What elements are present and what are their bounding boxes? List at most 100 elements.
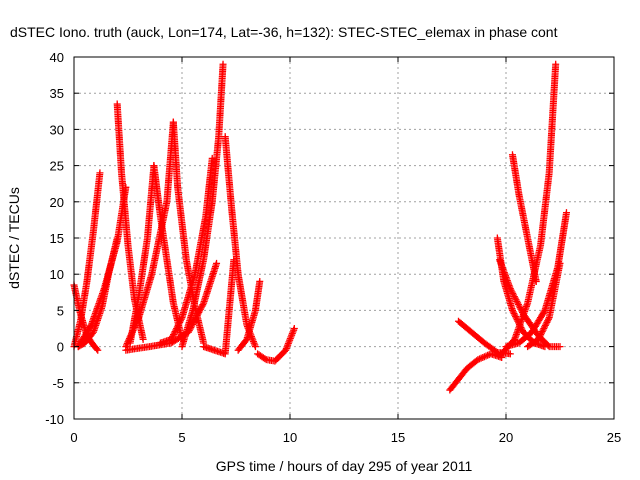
axis-ticks: 0 5 10 15 20 25 -10 -5 0 5 10 15 20 25 30 35 40	[45, 50, 621, 445]
chart-title: dSTEC Iono. truth (auck, Lon=174, Lat=-3…	[10, 24, 558, 40]
y-tick-label: -5	[52, 376, 64, 391]
data-point-marker	[541, 323, 549, 331]
data-point-marker	[479, 353, 487, 361]
data-point-marker	[176, 318, 184, 326]
data-point-marker	[230, 256, 238, 264]
data-point-marker	[492, 347, 500, 355]
data-point-marker	[510, 310, 518, 318]
y-tick-label: 20	[50, 195, 64, 210]
data-point-marker	[508, 306, 516, 314]
data-point-marker	[509, 289, 517, 297]
y-tick-label: 10	[50, 267, 64, 282]
y-tick-label: 25	[50, 159, 64, 174]
data-point-marker	[284, 340, 292, 348]
data-point-marker	[511, 294, 519, 302]
data-point-marker	[176, 317, 184, 325]
data-point-marker	[506, 285, 514, 293]
data-point-marker	[506, 350, 514, 358]
data-point-marker	[172, 326, 180, 334]
data-point-marker	[543, 318, 551, 326]
data-point-marker	[123, 339, 131, 347]
data-point-marker	[515, 302, 523, 310]
data-point-marker	[284, 341, 292, 349]
data-point-marker	[536, 332, 544, 340]
data-point-marker	[130, 323, 138, 331]
data-point-marker	[288, 330, 296, 338]
data-point-marker	[518, 307, 526, 315]
data-point-marker	[213, 259, 221, 267]
data-point-marker	[139, 335, 147, 343]
y-tick-label: 40	[50, 50, 64, 65]
data-point-marker	[511, 311, 519, 319]
data-point-marker	[93, 345, 101, 353]
data-point-marker	[184, 328, 192, 336]
data-point-marker	[510, 293, 518, 301]
data-point-marker	[170, 331, 178, 339]
data-point-marker	[474, 356, 482, 364]
x-tick-label: 15	[391, 430, 405, 445]
data-point-marker	[289, 328, 297, 336]
data-point-marker	[537, 329, 545, 337]
data-point-marker	[249, 338, 257, 346]
data-point-marker	[197, 304, 205, 312]
data-point-marker	[509, 308, 517, 316]
data-point-marker	[133, 318, 141, 326]
data-point-marker	[286, 336, 294, 344]
data-point-marker	[514, 301, 522, 309]
data-point-marker	[177, 315, 185, 323]
data-point-marker	[290, 326, 298, 334]
data-point-marker	[130, 325, 138, 333]
data-point-marker	[540, 308, 548, 316]
data-point-marker	[508, 288, 516, 296]
data-point-marker	[544, 315, 552, 323]
data-point-marker	[129, 327, 137, 335]
data-point-marker	[243, 321, 251, 329]
data-point-marker	[196, 305, 204, 313]
data-point-marker	[88, 329, 96, 337]
data-point-marker	[128, 330, 136, 338]
data-point-marker	[242, 337, 250, 345]
x-tick-label: 20	[499, 430, 513, 445]
data-point-marker	[124, 338, 132, 346]
data-points	[70, 60, 570, 394]
x-tick-label: 5	[178, 430, 185, 445]
data-point-marker	[128, 328, 136, 336]
data-point-marker	[132, 320, 140, 328]
y-tick-label: 15	[50, 231, 64, 246]
data-point-marker	[191, 316, 199, 324]
data-point-marker	[282, 345, 290, 353]
data-point-marker	[544, 341, 552, 349]
data-point-marker	[552, 60, 560, 68]
data-point-marker	[538, 328, 546, 336]
data-point-marker	[290, 325, 298, 332]
data-point-marker	[187, 324, 195, 332]
data-point-marker	[539, 326, 547, 334]
data-point-marker	[537, 331, 545, 339]
data-point-marker	[249, 336, 257, 344]
data-point-marker	[510, 291, 518, 299]
data-point-marker	[125, 336, 133, 344]
data-point-marker	[127, 331, 135, 339]
data-point-marker	[171, 328, 179, 336]
data-point-marker	[133, 317, 141, 325]
data-point-marker	[170, 329, 178, 337]
data-point-marker	[192, 314, 200, 322]
data-point-marker	[251, 343, 259, 351]
data-point-marker	[283, 343, 291, 351]
data-point-marker	[285, 338, 293, 346]
x-tick-label: 0	[70, 430, 77, 445]
y-tick-label: -10	[45, 412, 64, 427]
data-point-marker	[544, 317, 552, 325]
x-tick-label: 25	[607, 430, 621, 445]
data-point-marker	[131, 322, 139, 330]
data-point-marker	[516, 304, 524, 312]
data-point-marker	[507, 286, 515, 294]
data-point-marker	[477, 354, 485, 362]
data-point-marker	[540, 325, 548, 332]
data-point-marker	[94, 346, 102, 354]
y-tick-label: 30	[50, 122, 64, 137]
data-point-marker	[219, 60, 227, 68]
data-point-marker	[195, 308, 203, 316]
data-point-marker	[261, 355, 269, 363]
